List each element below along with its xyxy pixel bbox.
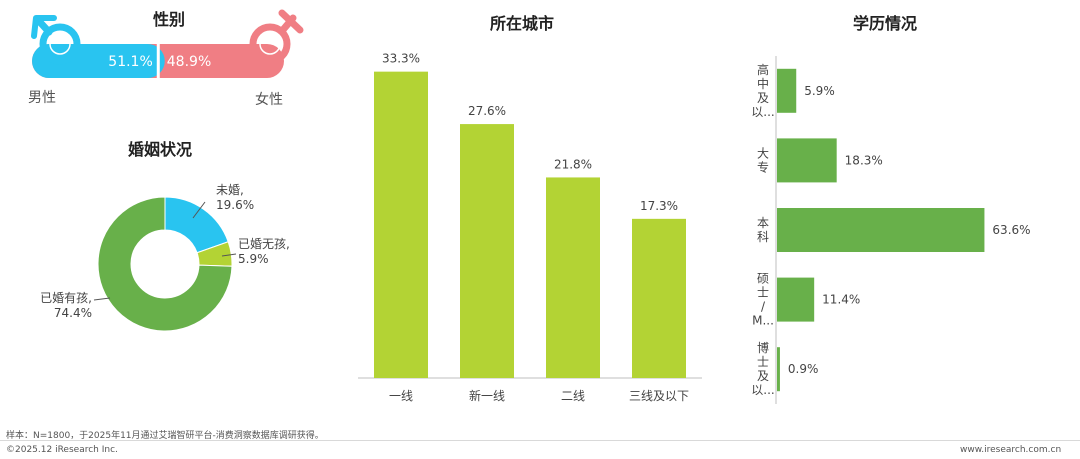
female-label: 女性 bbox=[255, 91, 283, 108]
male-symbol-icon bbox=[31, 15, 81, 65]
education-bar-value: 18.3% bbox=[845, 153, 883, 167]
marital-title: 婚姻状况 bbox=[128, 140, 193, 159]
female-symbol-cross bbox=[278, 9, 304, 34]
marital-donut-chart: 未婚,19.6% 已婚无孩,5.9% 已婚有孩,74.4% bbox=[40, 183, 290, 332]
education-bar bbox=[777, 347, 780, 392]
city-category-label: 新一线 bbox=[469, 388, 505, 403]
copyright-text: ©2025.12 iResearch Inc. bbox=[6, 445, 118, 455]
education-category-label: 及 bbox=[757, 91, 769, 105]
city-category-label: 一线 bbox=[389, 389, 413, 403]
education-bar bbox=[777, 138, 837, 183]
city-bar-value: 27.6% bbox=[468, 104, 506, 118]
education-bar bbox=[777, 68, 797, 113]
education-category-label: 以... bbox=[751, 383, 774, 397]
education-category-label: 以... bbox=[751, 105, 774, 119]
city-bar-value: 33.3% bbox=[382, 52, 420, 66]
male-value-label: 51.1% bbox=[108, 54, 152, 70]
education-category-label: 大 bbox=[757, 146, 769, 160]
education-category-label: 科 bbox=[757, 230, 769, 244]
city-bar bbox=[546, 177, 600, 378]
male-label: 男性 bbox=[28, 90, 56, 106]
education-category-label: 本 bbox=[757, 216, 769, 230]
city-bar-value: 21.8% bbox=[554, 157, 592, 171]
website-link[interactable]: www.iresearch.com.cn bbox=[960, 445, 1062, 455]
education-category-label: 专 bbox=[757, 159, 769, 174]
gender-panel: 性别 51.1% 48.9% 男性 女性 bbox=[0, 0, 310, 120]
city-bar bbox=[632, 218, 686, 378]
city-title: 所在城市 bbox=[490, 14, 555, 33]
education-panel: 学历情况 5.9% 高中及以... 18.3% 大专 63.6% 本科 11.4% 硕士 / M.… bbox=[740, 0, 1070, 420]
education-bar-chart: 5.9%高中及以...18.3%大专63.6%本科11.4%硕士/M...0.9… bbox=[751, 56, 1031, 404]
education-category-label: 博 bbox=[757, 340, 769, 355]
education-bar bbox=[777, 208, 985, 252]
male-symbol-shaft bbox=[34, 16, 53, 36]
male-symbol-inner-ring bbox=[49, 33, 71, 55]
education-category-label: 及 bbox=[757, 369, 769, 383]
education-bar bbox=[777, 277, 815, 322]
city-bar bbox=[374, 71, 428, 378]
city-panel: 所在城市 33.3% 一线 27.6% 新一线 21.8% 二线 17.3% 三线及以下 bbox=[350, 0, 710, 420]
education-title: 学历情况 bbox=[853, 14, 918, 33]
donut-slice-value: 74.4% bbox=[54, 306, 92, 320]
education-bar-value: 5.9% bbox=[804, 84, 835, 98]
donut-leader-line bbox=[192, 201, 206, 219]
donut-slice-value: 5.9% bbox=[238, 252, 269, 266]
donut-slice-label: 已婚有孩, bbox=[40, 291, 92, 305]
gender-chart: 51.1% 48.9% 男性 女性 bbox=[28, 9, 304, 108]
donut-leader-line bbox=[93, 297, 111, 301]
education-category-label: 高 bbox=[757, 62, 769, 77]
donut-slice-label: 未婚, bbox=[216, 183, 244, 197]
education-bar-value: 0.9% bbox=[788, 362, 819, 376]
education-category-label: 士 bbox=[757, 355, 769, 369]
education-category-label: 中 bbox=[757, 76, 769, 91]
education-bar-value: 11.4% bbox=[822, 293, 860, 307]
city-category-label: 三线及以下 bbox=[629, 389, 689, 403]
city-category-label: 二线 bbox=[561, 389, 585, 403]
donut-leader-line bbox=[221, 253, 237, 257]
city-bar bbox=[460, 124, 514, 378]
female-symbol-icon bbox=[249, 9, 304, 65]
female-symbol-ring bbox=[249, 23, 291, 65]
footer-divider bbox=[0, 440, 1080, 441]
female-value-label: 48.9% bbox=[167, 54, 211, 70]
gender-divider bbox=[156, 44, 160, 78]
gender-title: 性别 bbox=[153, 10, 186, 29]
donut-slice bbox=[97, 196, 233, 332]
education-category-label: 士 bbox=[757, 286, 769, 300]
donut-slice-label: 已婚无孩, bbox=[238, 237, 290, 251]
female-symbol-inner-ring bbox=[259, 33, 281, 55]
marital-panel: 婚姻状况 未婚, 19.6% 已婚无孩, 5.9% 已婚有孩, 74.4% bbox=[0, 130, 330, 360]
male-symbol-arrowhead bbox=[31, 15, 57, 39]
education-bar-value: 63.6% bbox=[992, 223, 1030, 237]
donut-slice-value: 19.6% bbox=[216, 198, 254, 212]
sample-note: 样本：N=1800，于2025年11月通过艾瑞智研平台-消费洞察数据库调研获得。 bbox=[6, 431, 324, 441]
education-category-label: M... bbox=[752, 314, 774, 328]
city-bar-value: 17.3% bbox=[640, 199, 678, 213]
city-bar-chart: 33.3% 一线 27.6% 新一线 21.8% 二线 17.3% 三线及以下 bbox=[358, 52, 702, 403]
education-category-label: / bbox=[761, 300, 766, 314]
male-symbol-ring bbox=[39, 23, 81, 65]
education-category-label: 硕 bbox=[757, 272, 769, 286]
